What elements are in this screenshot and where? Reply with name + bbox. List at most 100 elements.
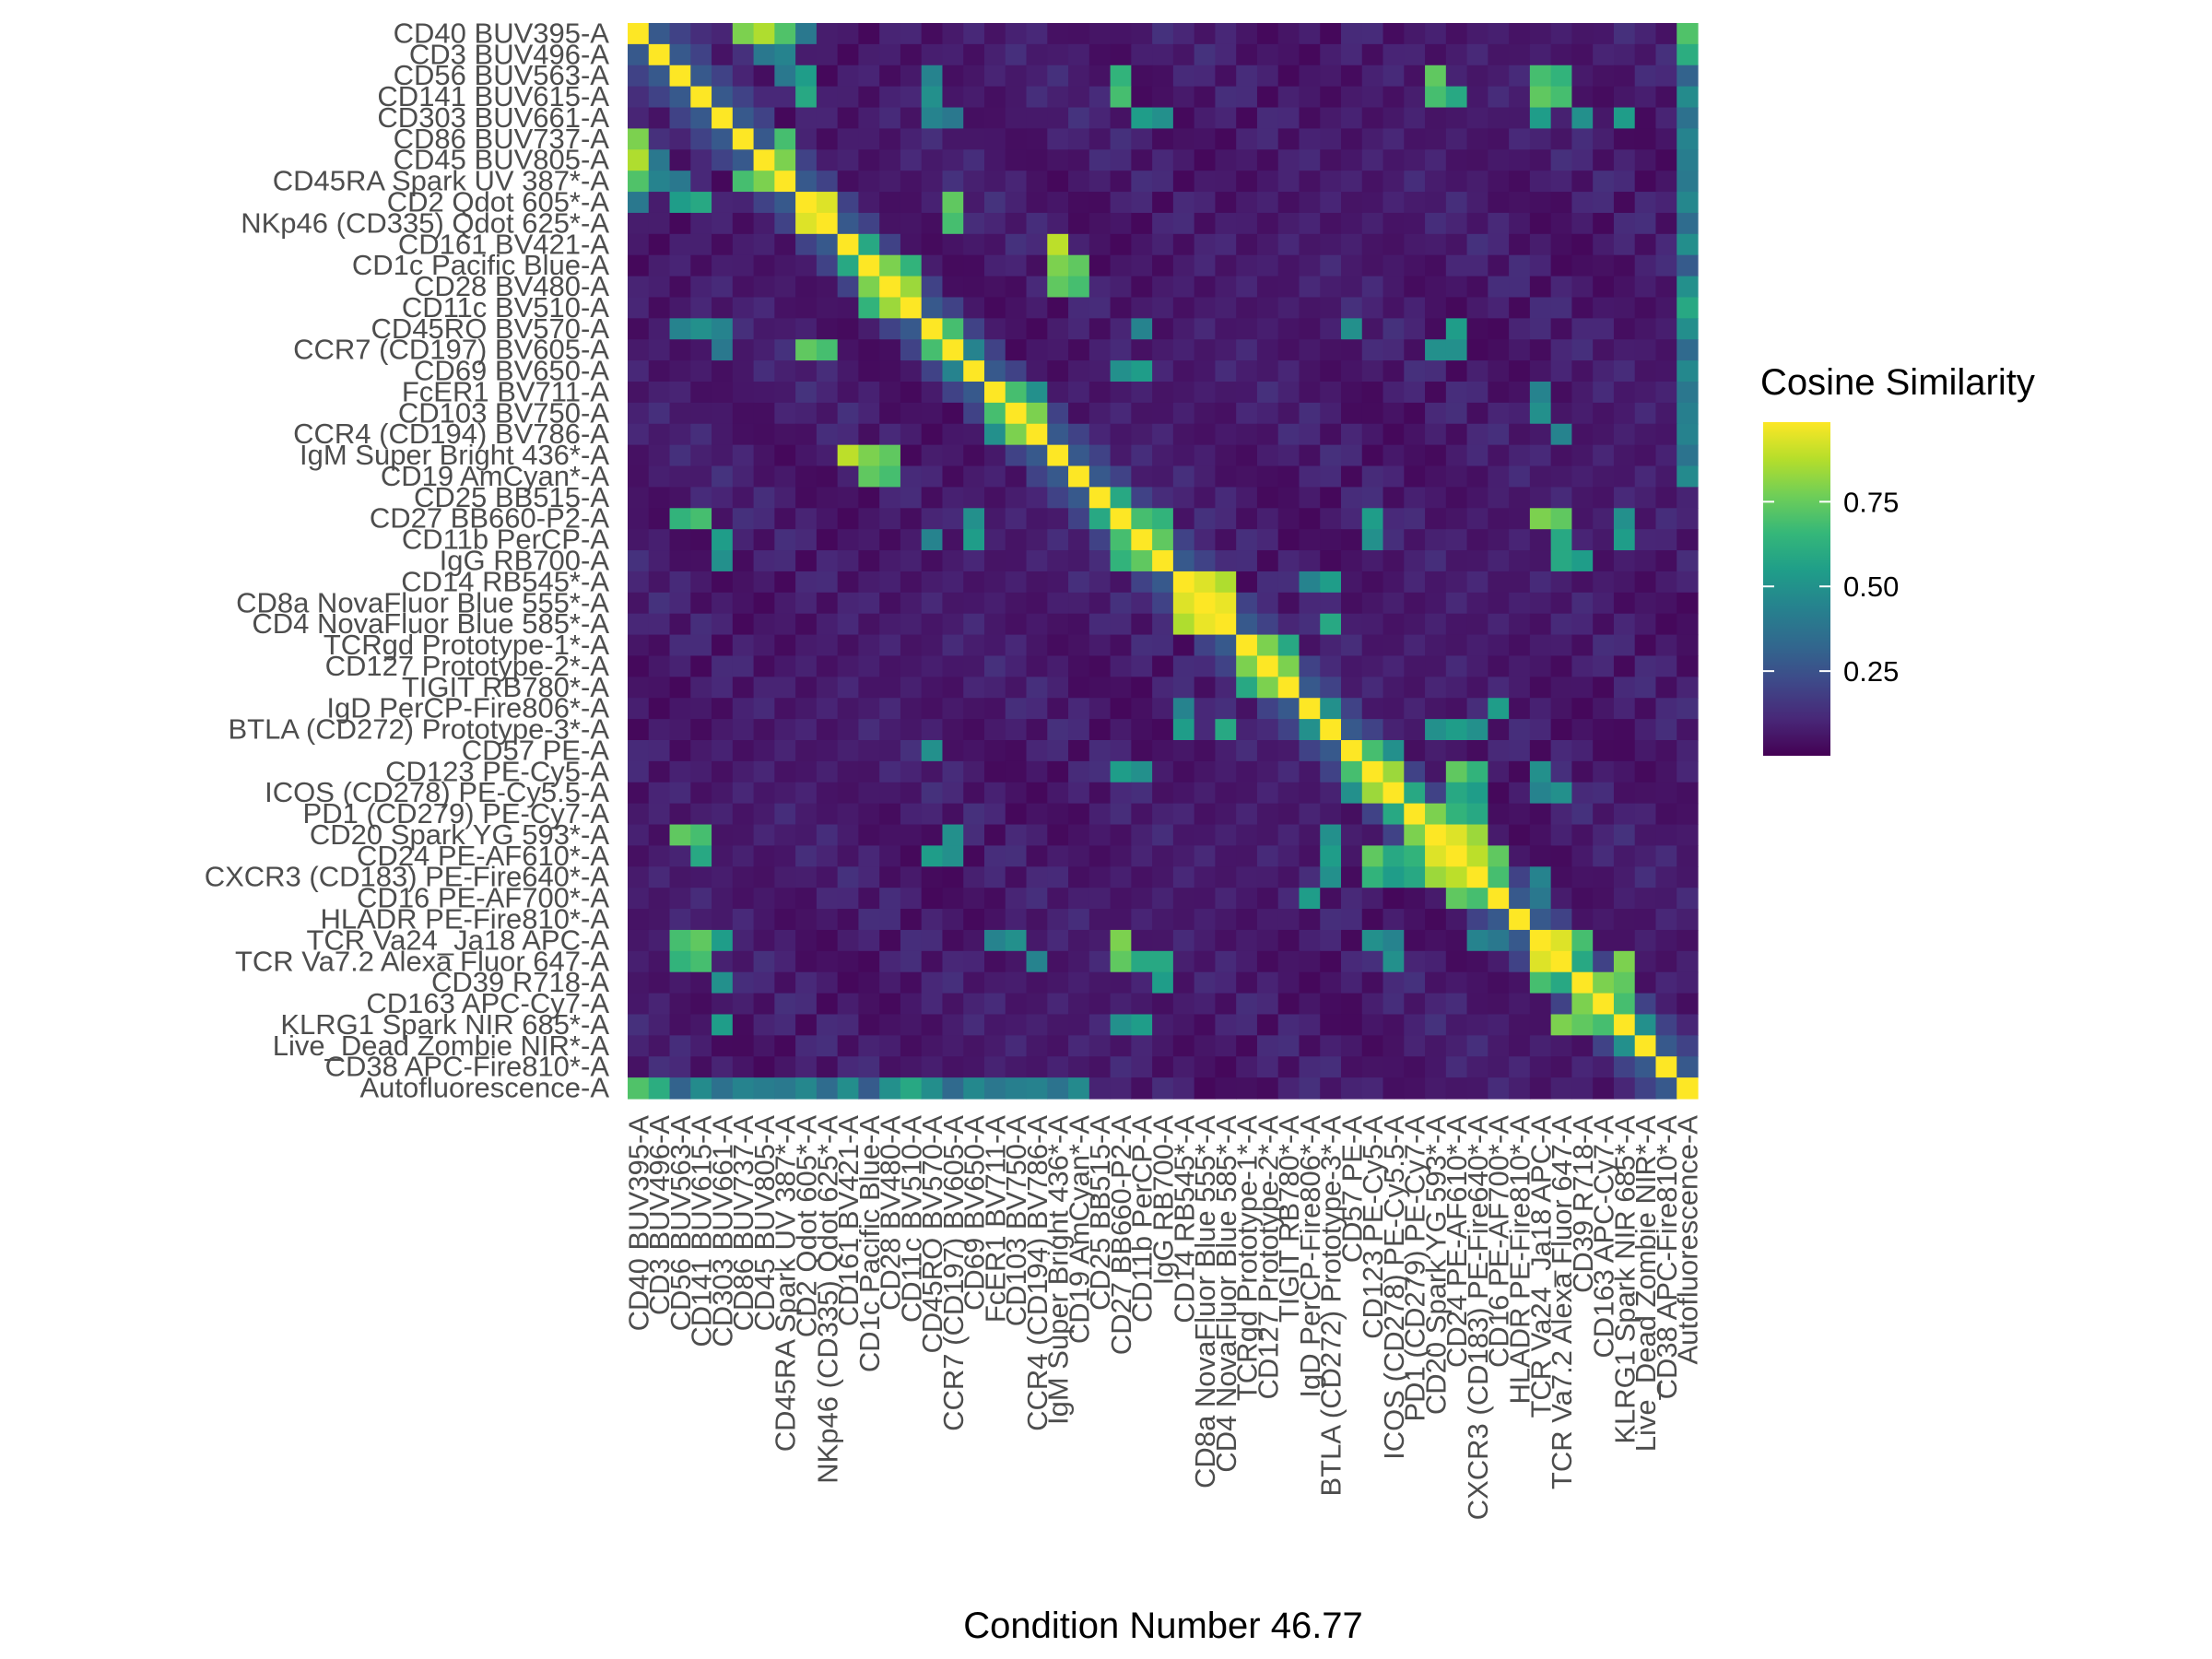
heatmap-cell [1172,192,1195,214]
heatmap-cell [1131,634,1153,657]
heatmap-cell [1277,297,1300,319]
heatmap-cell [628,824,650,847]
heatmap-cell [1215,128,1237,150]
heatmap-cell [1613,740,1636,762]
heatmap-cell [1509,297,1531,319]
heatmap-cell [1256,550,1279,572]
heatmap-cell [1425,23,1447,45]
heatmap-cell [1236,65,1258,88]
heatmap-cell [1425,1035,1447,1057]
heatmap-cell [879,592,901,615]
heatmap-cell [1068,43,1090,66]
heatmap-cell [1256,1014,1279,1036]
heatmap-cell [690,149,712,171]
heatmap-cell [1172,276,1195,299]
heatmap-cell [1404,192,1426,214]
heatmap-cell [879,719,901,741]
heatmap-cell [1026,634,1048,657]
y-tick-label: IgD PerCP-Fire806*-A [326,692,609,724]
heatmap-cell [1131,803,1153,826]
heatmap-cell [1571,655,1594,677]
heatmap-cell [1005,107,1028,130]
heatmap-cell [1068,929,1090,952]
heatmap-cell [1172,929,1195,952]
heatmap-cell [1299,698,1321,720]
heatmap-cell [1466,276,1488,299]
heatmap-cell [858,43,880,66]
heatmap-cell [879,909,901,931]
heatmap-cell [1068,634,1090,657]
heatmap-cell [1634,107,1657,130]
heatmap-cell [1382,128,1405,150]
heatmap-cell [1488,128,1510,150]
heatmap-cell [1256,508,1279,530]
heatmap-cell [1445,508,1468,530]
heatmap-cell [942,592,964,615]
heatmap-cell [1088,655,1112,677]
heatmap-cell [1088,677,1112,699]
heatmap-cell [837,929,860,952]
heatmap-cell [1215,929,1237,952]
heatmap-cell [1256,824,1279,847]
heatmap-cell [1131,698,1153,720]
heatmap-cell [1655,233,1677,256]
heatmap-cell [1529,65,1552,88]
heatmap-cell [712,254,734,277]
heatmap-cell [1215,297,1237,319]
heatmap-cell [942,1014,964,1036]
heatmap-cell [984,592,1006,615]
heatmap-cell [1341,23,1363,45]
heatmap-cell [900,909,923,931]
heatmap-cell [1068,909,1090,931]
heatmap-cell [1320,465,1342,488]
heatmap-cell [1425,276,1447,299]
heatmap-cell [1256,950,1279,973]
heatmap-cell [1215,655,1237,677]
heatmap-cell [1488,529,1510,551]
heatmap-cell [1277,845,1300,867]
heatmap-cell [1509,254,1531,277]
heatmap-cell [1445,212,1468,235]
heatmap-cell [1593,276,1615,299]
heatmap-cell [1256,128,1279,150]
heatmap-cell [1277,613,1300,636]
heatmap-cell [921,444,944,467]
heatmap-cell [1634,318,1657,340]
heatmap-cell [795,212,818,235]
heatmap-cell [648,719,671,741]
heatmap-cell [1361,297,1384,319]
heatmap-cell [774,909,796,931]
heatmap-cell [816,149,839,171]
y-tick-label: CD14 RB545*-A [401,565,609,597]
heatmap-cell [1529,423,1552,446]
heatmap-cell [1550,233,1573,256]
heatmap-cell [753,888,775,910]
heatmap-cell [1047,1077,1069,1100]
heatmap-cell [1488,971,1510,994]
heatmap-cell [816,339,839,361]
heatmap-cell [1613,1035,1636,1057]
heatmap-cell [1026,297,1048,319]
heatmap-cell [1299,824,1321,847]
heatmap-cell [900,993,923,1016]
heatmap-cell [1215,382,1237,404]
heatmap-cell [1404,128,1426,150]
heatmap-cell [963,1056,985,1078]
y-tick-label: CD24 PE-AF610*-A [357,840,609,872]
heatmap-cell [712,86,734,109]
heatmap-cell [1152,888,1174,910]
heatmap-cell [1299,971,1321,994]
x-tick-label: CD20 Spark YG 593*-A [1419,1115,1452,1415]
heatmap-cell [1361,128,1384,150]
heatmap-cell [1613,719,1636,741]
heatmap-cell [1361,971,1384,994]
heatmap-cell [1026,86,1048,109]
heatmap-cell [1529,233,1552,256]
heatmap-cell [1571,613,1594,636]
heatmap-cell [837,86,860,109]
heatmap-cell [1005,360,1028,382]
heatmap-cell [1613,845,1636,867]
heatmap-cell [1466,888,1488,910]
heatmap-cell [1488,212,1510,235]
